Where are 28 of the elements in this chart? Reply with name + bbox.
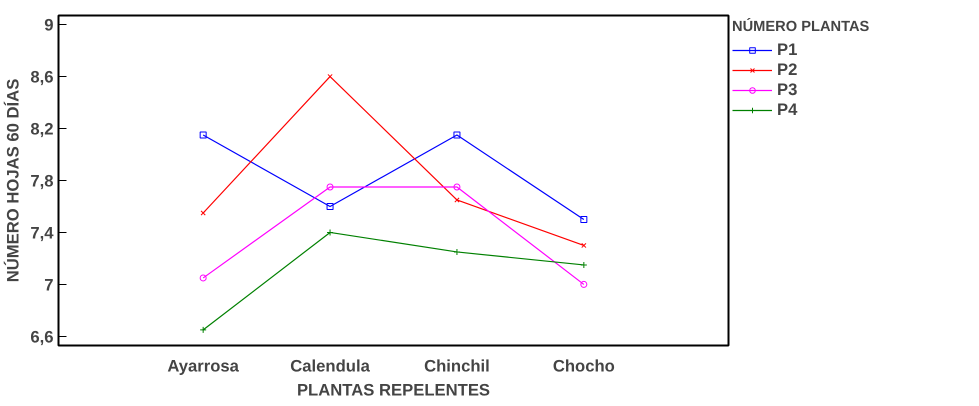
- legend-label: P4: [777, 100, 798, 120]
- point: [200, 132, 207, 139]
- x-tick-label: Ayarrosa: [167, 356, 240, 376]
- y-tick-label: 9: [44, 16, 54, 35]
- legend-label: P1: [777, 40, 798, 60]
- point: [453, 184, 460, 190]
- y-tick-label: 8,6: [30, 68, 54, 87]
- y-tick-label: 7: [44, 275, 54, 294]
- y-tick-label: 7,8: [30, 172, 54, 190]
- legend-label: P2: [777, 60, 798, 80]
- x-tick-label: Chocho: [552, 356, 615, 376]
- point: [453, 248, 460, 256]
- y-tick-label: 8,2: [30, 120, 54, 139]
- point: [326, 184, 334, 190]
- y-tick-label: 6,6: [30, 327, 54, 346]
- legend-title: NÚMERO PLANTAS: [732, 19, 870, 35]
- y-axis-title: NÚMERO HOJAS 60 DÍAS: [3, 78, 22, 282]
- x-tick-label: Calendula: [290, 356, 371, 376]
- y-tick-label: 7,4: [30, 223, 54, 242]
- point: [326, 228, 334, 236]
- point: [453, 132, 460, 139]
- x-tick-label: Chinchil: [424, 356, 490, 376]
- x-axis-title: PLANTAS REPELENTES: [296, 380, 490, 400]
- legend-label: P3: [777, 80, 798, 100]
- point: [454, 197, 460, 203]
- point: [327, 74, 333, 80]
- point: [326, 202, 334, 210]
- point: [580, 216, 588, 223]
